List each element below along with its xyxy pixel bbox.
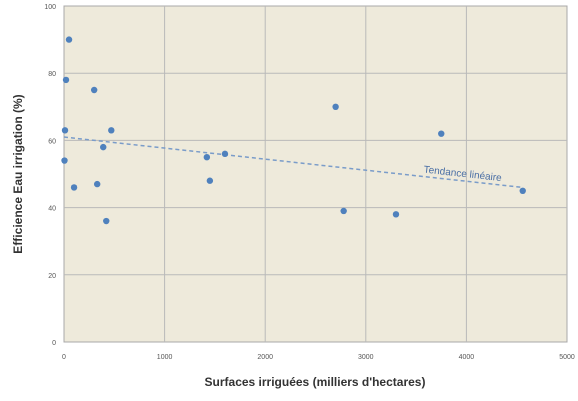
data-point [203, 154, 211, 161]
data-point [65, 36, 73, 43]
data-points [61, 36, 526, 225]
x-tick-label: 0 [62, 354, 66, 361]
y-tick-label: 60 [48, 138, 56, 145]
y-tick-label: 100 [44, 4, 56, 11]
data-point [61, 127, 69, 134]
data-point [438, 130, 445, 137]
y-tick-label: 80 [48, 71, 56, 78]
data-point [392, 211, 400, 218]
data-point [62, 76, 70, 84]
data-point [93, 180, 101, 188]
y-tick-label: 0 [52, 340, 56, 347]
data-point [332, 103, 339, 111]
data-point [70, 184, 78, 191]
x-axis-label: Surfaces irriguées (milliers d'hectares) [205, 375, 426, 389]
y-axis-label: Efficience Eau irrigation (%) [11, 94, 25, 253]
x-tick-label: 4000 [459, 354, 475, 361]
data-point [108, 127, 115, 134]
data-point [100, 143, 107, 151]
data-point [340, 207, 347, 215]
data-point [519, 187, 526, 194]
data-point [90, 86, 98, 94]
data-point [61, 157, 68, 164]
x-tick-label: 2000 [257, 354, 273, 361]
x-tick-label: 3000 [358, 354, 374, 361]
x-tick-label: 1000 [157, 354, 173, 361]
data-point [206, 177, 214, 184]
y-tick-label: 20 [48, 273, 56, 280]
x-tick-label: 5000 [559, 354, 575, 361]
plot-area [63, 5, 568, 343]
y-tick-label: 40 [48, 206, 56, 213]
grid-lines [64, 6, 567, 342]
data-point [103, 217, 110, 225]
data-point [221, 150, 229, 158]
